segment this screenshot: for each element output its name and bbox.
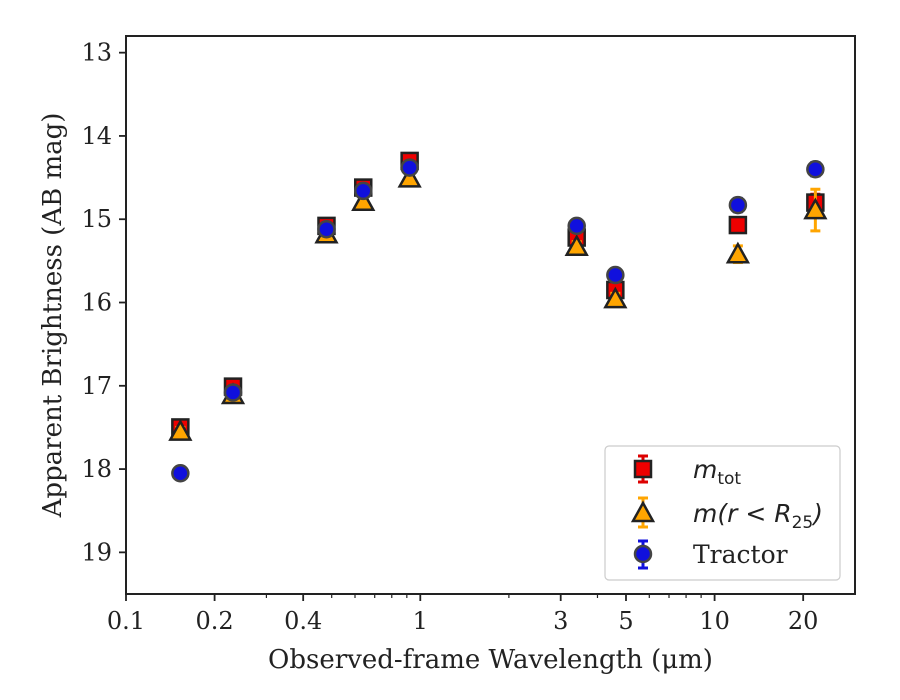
tractor-point	[354, 181, 373, 201]
tractor-point	[606, 265, 625, 285]
x-tick-label: 0.1	[107, 607, 145, 635]
series-tractor	[171, 158, 825, 483]
tractor-point	[317, 219, 336, 239]
x-tick-label: 1	[413, 607, 428, 635]
x-tick-label: 5	[618, 607, 633, 635]
tractor-point	[806, 160, 825, 179]
y-tick-label: 18	[81, 455, 112, 483]
mr25-point	[803, 197, 828, 220]
mr25-point	[397, 165, 422, 188]
axes-frame	[125, 35, 856, 595]
mr25-point	[603, 286, 628, 309]
tractor-point	[728, 195, 748, 215]
tractor-point	[223, 383, 243, 402]
legend-entry-mtot: mtot	[633, 454, 741, 489]
series-mtot	[171, 151, 825, 437]
mr25-point	[168, 419, 193, 441]
y-tick-label: 15	[81, 205, 112, 233]
legend-mr25-prefix: m(r < R	[693, 499, 792, 528]
legend-tractor-circle-marker	[633, 544, 653, 564]
mtot-point	[728, 215, 748, 235]
legend-mtot-subscript: tot	[717, 469, 741, 489]
x-tick-label: 10	[699, 607, 730, 635]
plot-area: 0.1 0.2 0.4 1 3 5 10 2013141516171819Observed-f…	[38, 35, 856, 675]
y-tick-label: 13	[81, 39, 112, 67]
legend-mtot-main: m	[693, 455, 717, 484]
y-tick-label: 14	[81, 122, 112, 150]
legend-tractor-label: Tractor	[693, 540, 788, 569]
mr25-point	[725, 241, 751, 264]
legend-frame	[604, 445, 841, 581]
legend-mtot-label: mtot	[693, 455, 741, 489]
legend-entry-tractor: Tractor	[633, 539, 788, 570]
legend-mr25-subscript: 25	[792, 513, 814, 533]
x-tick-label: 20	[788, 607, 819, 635]
tractor-point	[400, 158, 419, 177]
x-axis-label: Observed-frame Wavelength (μm)	[268, 645, 713, 675]
y-tick-label: 17	[81, 372, 112, 400]
legend: mtot m(r < R25) Tractor	[604, 445, 841, 581]
x-tick-label: 3	[553, 607, 568, 635]
mr25-point	[564, 234, 589, 256]
legend-mr25-suffix: )	[811, 499, 823, 528]
y-tick-label: 19	[81, 538, 112, 566]
legend-mtot-square-marker	[633, 459, 653, 479]
tractor-point	[567, 216, 586, 236]
tractor-point	[171, 463, 190, 483]
x-tick-label: 0.2	[196, 607, 234, 635]
legend-entry-mr25: m(r < R25)	[630, 496, 823, 533]
legend-mr25-label: m(r < R25)	[693, 499, 823, 533]
mr25-point	[351, 189, 376, 211]
legend-mr25-triangle-marker	[630, 500, 656, 523]
series-mr25	[168, 165, 828, 441]
y-axis-label: Apparent Brightness (AB mag)	[38, 113, 68, 519]
x-tick-label: 0.4	[284, 607, 322, 635]
y-tick-label: 16	[81, 289, 112, 317]
